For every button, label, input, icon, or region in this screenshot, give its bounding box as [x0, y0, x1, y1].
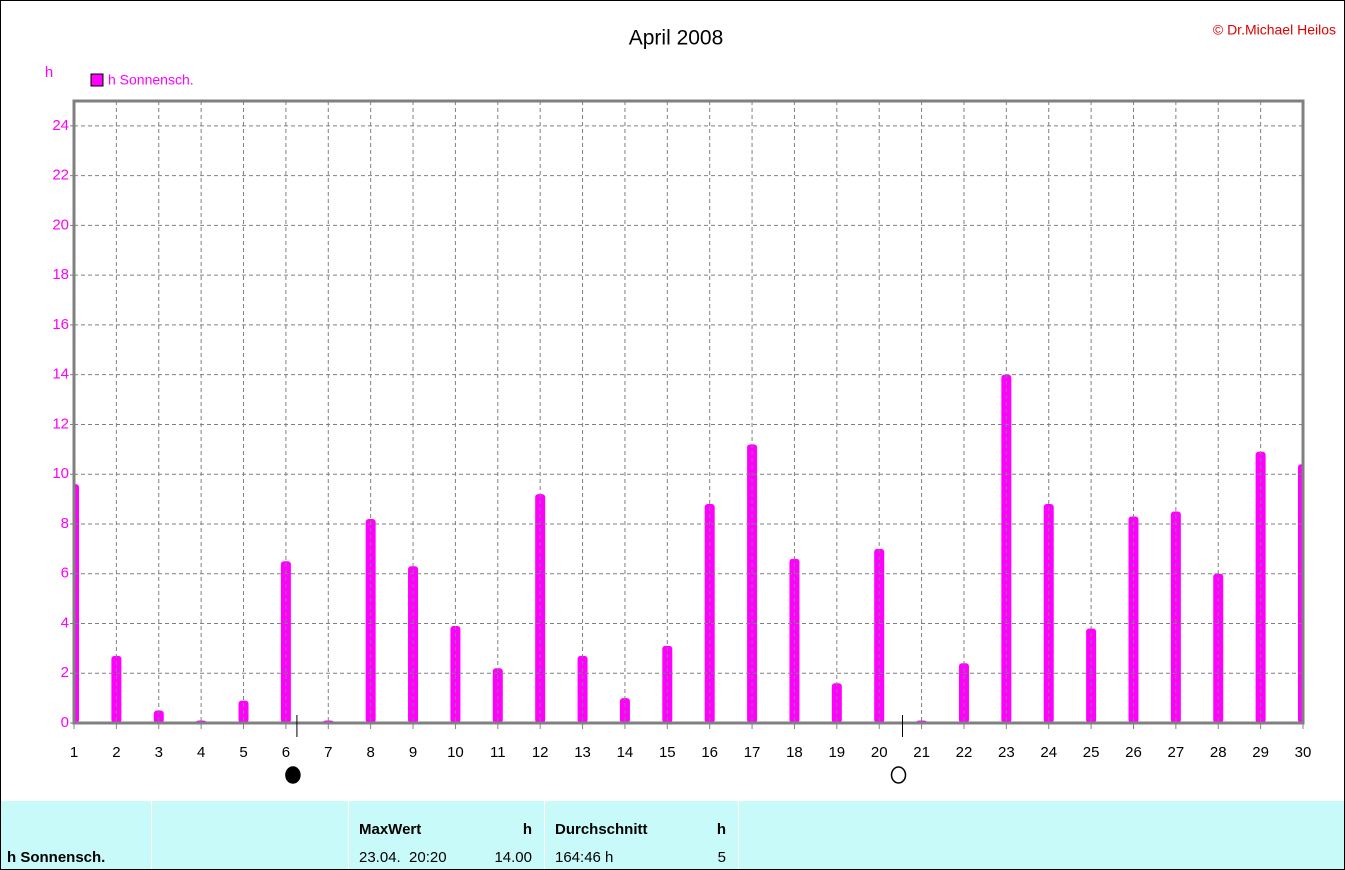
cell: MaxWert h 23.04. 20:20 14.00	[349, 801, 545, 869]
x-tick-label: 29	[1252, 744, 1269, 761]
x-tick-label: 5	[239, 744, 247, 761]
y-tick-label: 20	[52, 216, 69, 233]
x-tick-label: 27	[1168, 744, 1185, 761]
y-tick-label: 24	[52, 117, 69, 134]
x-tick-label: 24	[1040, 744, 1057, 761]
chart: April 2008 © Dr.Michael Heilos h 0246810…	[45, 22, 1336, 784]
block-info: 23.04. 20:20	[359, 849, 447, 866]
x-tick-label: 18	[786, 744, 803, 761]
bar	[747, 444, 758, 723]
x-tick-label: 1	[70, 744, 78, 761]
block-unit: h	[716, 821, 726, 838]
x-tick-label: 26	[1125, 744, 1142, 761]
chart-title: April 2008	[629, 27, 724, 50]
bars	[74, 374, 1304, 723]
x-tick-label: 22	[956, 744, 973, 761]
bar	[450, 625, 461, 723]
y-tick-label: 22	[52, 167, 69, 184]
bar	[408, 566, 419, 723]
x-tick-label: 13	[574, 744, 591, 761]
x-tick-label: 10	[447, 744, 464, 761]
y-tick-label: 18	[52, 266, 69, 283]
x-tick-label: 21	[913, 744, 930, 761]
legend-swatch	[90, 73, 104, 87]
x-tick-label: 9	[409, 744, 417, 761]
x-tick-label: 2	[112, 744, 120, 761]
x-tick-label: 7	[324, 744, 332, 761]
bar	[1170, 511, 1181, 723]
bar	[492, 668, 503, 723]
block-title: MaxWert	[359, 821, 422, 838]
moon-symbol	[890, 766, 907, 784]
block-title: Durchschnitt	[555, 821, 648, 838]
x-tick-label: 4	[197, 744, 205, 761]
x-tick-label: 14	[617, 744, 634, 761]
x-tick-label: 25	[1083, 744, 1100, 761]
block-value: 5	[717, 849, 726, 866]
y-tick-label: 16	[52, 316, 69, 333]
moon-symbol	[285, 766, 301, 784]
cell: h Sonnensch.	[1, 801, 152, 869]
y-tick-label: 12	[52, 415, 69, 432]
x-tick-label: 30	[1295, 744, 1312, 761]
y-tick-label: 2	[61, 664, 69, 681]
x-tick-label: 28	[1210, 744, 1227, 761]
legend-label: h Sonnensch.	[108, 72, 194, 88]
summary-table: h Sonnensch. MaxWert h 23.04. 20:20 14.0…	[1, 801, 1344, 869]
cell: Durchschnitt h 164:46 h 5	[545, 801, 739, 869]
y-tick-label: 0	[61, 714, 69, 731]
x-tick-label: 19	[828, 744, 845, 761]
y-tick-label: 4	[61, 614, 69, 631]
x-tick-label: 23	[998, 744, 1015, 761]
row-label: h Sonnensch.	[7, 849, 106, 866]
x-tick-label: 12	[532, 744, 549, 761]
credit: © Dr.Michael Heilos	[1213, 22, 1336, 38]
x-tick-label: 8	[366, 744, 374, 761]
y-axis-label: h	[45, 64, 53, 81]
x-tick-label: 11	[490, 744, 506, 761]
x-tick-label: 16	[701, 744, 718, 761]
block-unit: h	[522, 821, 532, 838]
block-value: 14.00	[494, 849, 532, 866]
plot-frame	[72, 99, 1305, 725]
bar	[1001, 374, 1012, 723]
cell	[152, 801, 349, 869]
x-tick-label: 3	[155, 744, 163, 761]
y-tick-label: 8	[61, 515, 69, 532]
y-tick-label: 14	[52, 366, 69, 383]
x-tick-label: 17	[744, 744, 761, 761]
y-tick-label: 10	[52, 465, 69, 482]
y-tick-label: 6	[61, 565, 69, 582]
bar	[153, 710, 164, 723]
bar	[958, 663, 969, 723]
block-info: 164:46 h	[555, 849, 614, 866]
x-tick-label: 15	[659, 744, 676, 761]
x-tick-label: 20	[871, 744, 888, 761]
x-tick-label: 6	[282, 744, 290, 761]
